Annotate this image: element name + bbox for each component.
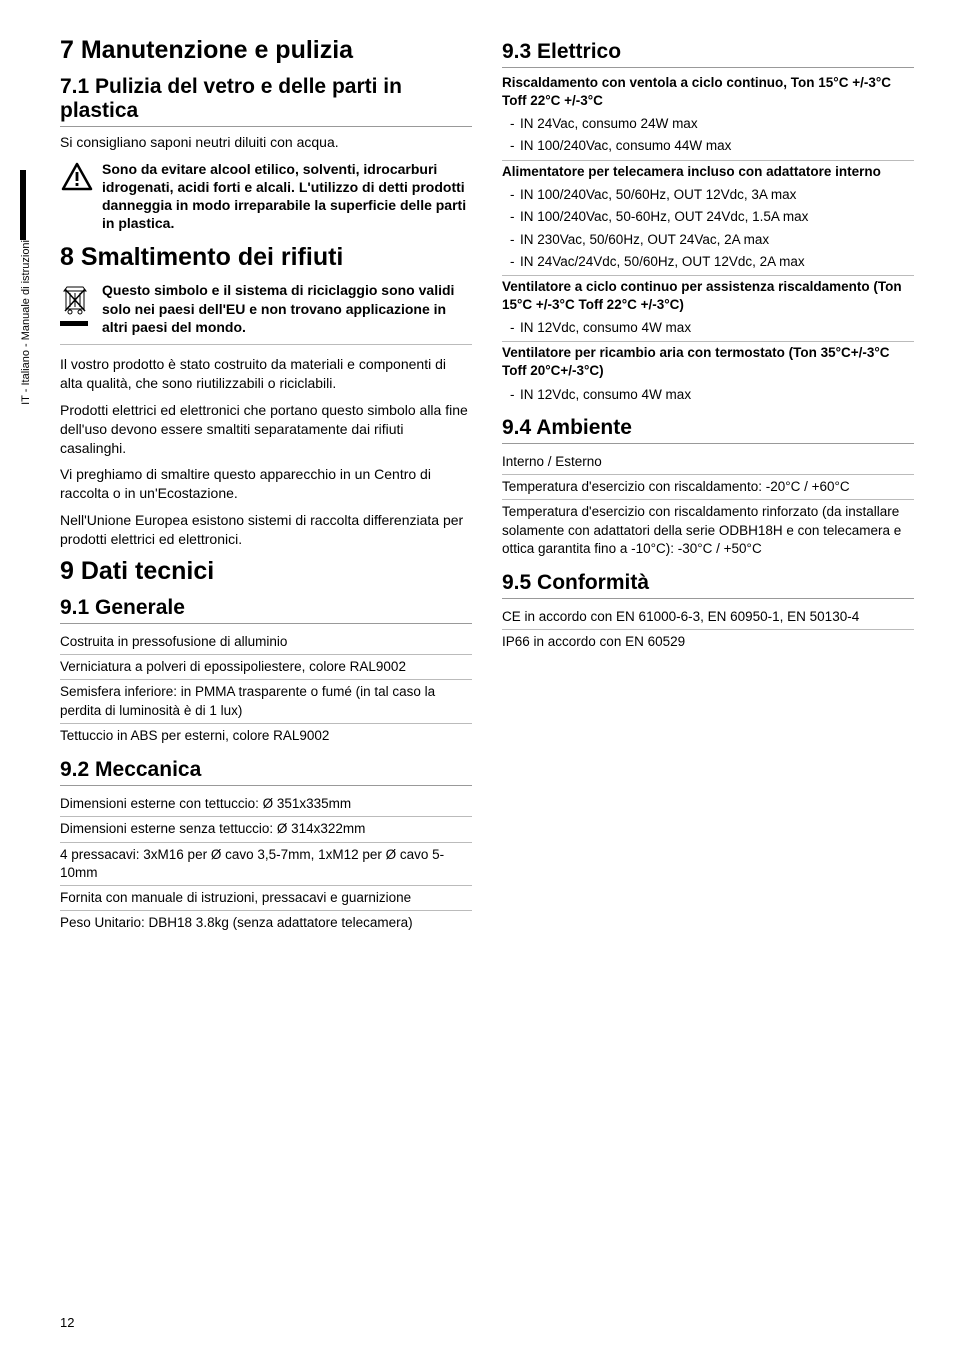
- tech-line: Semisfera inferiore: in PMMA trasparente…: [60, 680, 472, 723]
- section-9-1-title: 9.1 Generale: [60, 596, 472, 624]
- page-columns: 7 Manutenzione e pulizia 7.1 Pulizia del…: [60, 30, 914, 1324]
- warning-callout: Sono da evitare alcool etilico, solventi…: [60, 160, 472, 233]
- warning-text: Sono da evitare alcool etilico, solventi…: [102, 160, 472, 233]
- elec-heading: Ventilatore a ciclo continuo per assiste…: [502, 278, 914, 313]
- weee-icon: [60, 281, 94, 326]
- recycle-callout: Questo simbolo e il sistema di riciclagg…: [60, 281, 472, 345]
- right-column: 9.3 Elettrico Riscaldamento con ventola …: [502, 30, 914, 1324]
- side-tab: IT - Italiano - Manuale di istruzioni: [20, 170, 34, 430]
- elec-heading: Riscaldamento con ventola a ciclo contin…: [502, 74, 914, 109]
- tech-line: Interno / Esterno: [502, 450, 914, 475]
- section-8-title: 8 Smaltimento dei rifiuti: [60, 243, 472, 272]
- warning-icon: [60, 160, 94, 192]
- tech-line: IP66 in accordo con EN 60529: [502, 630, 914, 654]
- bullet: IN 100/240Vac, 50/60Hz, OUT 12Vdc, 3A ma…: [502, 184, 914, 206]
- tech-line: Temperatura d'esercizio con riscaldament…: [502, 500, 914, 561]
- tech-line: Costruita in pressofusione di alluminio: [60, 630, 472, 655]
- bullet: IN 100/240Vac, 50-60Hz, OUT 24Vdc, 1.5A …: [502, 206, 914, 228]
- bullet: IN 24Vac, consumo 24W max: [502, 113, 914, 135]
- section-8-p2: Prodotti elettrici ed elettronici che po…: [60, 401, 472, 458]
- section-9-title: 9 Dati tecnici: [60, 557, 472, 586]
- section-8-p3: Vi preghiamo di smaltire questo apparecc…: [60, 465, 472, 503]
- bullet: IN 230Vac, 50/60Hz, OUT 24Vac, 2A max: [502, 229, 914, 251]
- page-number: 12: [60, 1315, 74, 1330]
- side-tab-label: IT - Italiano - Manuale di istruzioni: [20, 240, 32, 405]
- left-column: 7 Manutenzione e pulizia 7.1 Pulizia del…: [60, 30, 472, 1324]
- bullet: IN 100/240Vac, consumo 44W max: [502, 135, 914, 157]
- section-7-1-text: Si consigliano saponi neutri diluiti con…: [60, 133, 472, 152]
- section-9-3-title: 9.3 Elettrico: [502, 40, 914, 68]
- tech-line: Verniciatura a polveri di epossipolieste…: [60, 655, 472, 680]
- section-8-p1: Il vostro prodotto è stato costruito da …: [60, 355, 472, 393]
- section-8-p4: Nell'Unione Europea esistono sistemi di …: [60, 511, 472, 549]
- recycle-text: Questo simbolo e il sistema di riciclagg…: [102, 281, 472, 336]
- section-7-1-title: 7.1 Pulizia del vetro e delle parti in p…: [60, 75, 472, 127]
- tech-line: CE in accordo con EN 61000-6-3, EN 60950…: [502, 605, 914, 630]
- side-tab-bar: [20, 170, 26, 240]
- section-9-5-title: 9.5 Conformità: [502, 571, 914, 599]
- section-9-4-title: 9.4 Ambiente: [502, 416, 914, 444]
- tech-line: Peso Unitario: DBH18 3.8kg (senza adatta…: [60, 911, 472, 935]
- bullet: IN 12Vdc, consumo 4W max: [502, 317, 914, 339]
- tech-line: Tettuccio in ABS per esterni, colore RAL…: [60, 724, 472, 748]
- bullet: IN 24Vac/24Vdc, 50/60Hz, OUT 12Vdc, 2A m…: [502, 251, 914, 273]
- section-9-2-title: 9.2 Meccanica: [60, 758, 472, 786]
- bullet: IN 12Vdc, consumo 4W max: [502, 384, 914, 406]
- elec-heading: Alimentatore per telecamera incluso con …: [502, 163, 914, 181]
- elec-heading: Ventilatore per ricambio aria con termos…: [502, 344, 914, 379]
- tech-line: Dimensioni esterne con tettuccio: Ø 351x…: [60, 792, 472, 817]
- tech-line: Fornita con manuale di istruzioni, press…: [60, 886, 472, 911]
- section-7-title: 7 Manutenzione e pulizia: [60, 36, 472, 65]
- tech-line: 4 pressacavi: 3xM16 per Ø cavo 3,5-7mm, …: [60, 843, 472, 886]
- tech-line: Dimensioni esterne senza tettuccio: Ø 31…: [60, 817, 472, 842]
- tech-line: Temperatura d'esercizio con riscaldament…: [502, 475, 914, 500]
